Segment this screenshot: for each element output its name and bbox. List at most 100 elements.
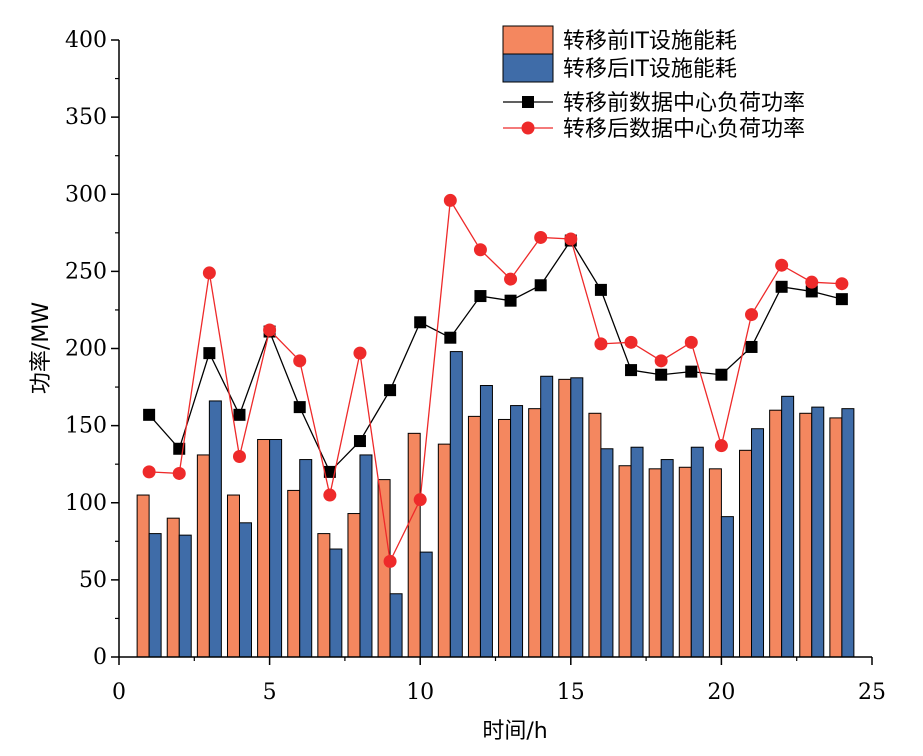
legend-label: 转移前IT设施能耗 — [563, 29, 737, 54]
y-tick-label: 100 — [65, 491, 107, 516]
data-point — [172, 466, 186, 480]
data-point — [655, 368, 668, 381]
bar — [389, 593, 403, 658]
data-point — [202, 266, 216, 280]
data-point — [715, 368, 728, 381]
x-tick-label: 15 — [557, 680, 585, 705]
x-tick-label: 25 — [858, 680, 886, 705]
data-point — [383, 554, 397, 568]
bar — [558, 378, 572, 658]
data-point — [504, 272, 518, 286]
y-tick-label: 0 — [93, 645, 107, 670]
legend-label: 转移后IT设施能耗 — [563, 57, 737, 82]
data-point — [323, 488, 337, 502]
y-tick-label: 250 — [65, 259, 107, 284]
data-point — [384, 384, 397, 397]
bar — [708, 468, 722, 658]
bar — [407, 432, 421, 658]
bar — [437, 443, 451, 658]
y-axis-title: 功率/MW — [29, 302, 54, 394]
bar — [829, 417, 843, 658]
data-point — [444, 331, 457, 344]
x-tick-label: 0 — [112, 680, 126, 705]
data-point — [745, 340, 758, 353]
bar — [479, 385, 493, 658]
bar — [467, 415, 481, 658]
data-point — [684, 335, 698, 349]
x-tick-label: 10 — [406, 680, 434, 705]
bar — [208, 400, 222, 658]
y-tick-label: 400 — [65, 28, 107, 53]
data-point — [413, 493, 427, 507]
data-point — [714, 439, 728, 453]
axes-group: 0 50 100 150 200 250 300 350 400 0 5 10 15 20 25 — [65, 28, 886, 705]
data-point — [625, 364, 638, 377]
bars-group — [136, 351, 855, 658]
bar — [510, 405, 524, 658]
data-point — [232, 449, 246, 463]
legend-label: 转移前数据中心负荷功率 — [563, 91, 805, 116]
bar — [359, 454, 373, 658]
bar — [660, 459, 674, 658]
legend-swatch — [502, 53, 554, 83]
x-axis-title: 时间/h — [482, 719, 547, 744]
data-point — [504, 294, 517, 307]
bar — [811, 406, 825, 658]
bar — [178, 534, 192, 658]
bar — [690, 446, 704, 658]
data-point — [474, 290, 487, 303]
bar — [148, 533, 162, 658]
y-tick-label: 50 — [79, 568, 107, 593]
bar — [528, 408, 542, 658]
bar — [449, 351, 463, 658]
y-tick-label: 300 — [65, 182, 107, 207]
bar — [781, 395, 795, 658]
bar — [799, 412, 813, 658]
y-tick-label: 150 — [65, 414, 107, 439]
data-point — [353, 346, 367, 360]
data-point — [835, 277, 849, 291]
bar — [287, 489, 301, 658]
bar — [196, 454, 210, 658]
bar — [257, 439, 271, 658]
data-point — [835, 293, 848, 306]
legend-label: 转移后数据中心负荷功率 — [563, 117, 805, 142]
legend-swatch — [502, 25, 554, 55]
data-point — [594, 283, 607, 296]
bar — [841, 408, 855, 658]
bar — [299, 459, 313, 658]
x-tick-label: 20 — [707, 680, 735, 705]
data-point — [685, 365, 698, 378]
bar — [498, 418, 512, 658]
y-tick-label: 350 — [65, 105, 107, 130]
series-line — [148, 239, 843, 474]
bar — [317, 533, 331, 658]
bar — [648, 468, 662, 658]
bar — [751, 428, 765, 658]
data-point — [414, 316, 427, 329]
data-point — [534, 279, 547, 292]
bar — [720, 516, 734, 658]
bar — [269, 439, 283, 658]
data-point — [534, 230, 548, 244]
data-point — [293, 401, 306, 414]
bar — [347, 513, 361, 658]
y-tick-label: 200 — [65, 337, 107, 362]
data-point — [443, 193, 457, 207]
bar — [329, 548, 343, 658]
data-point — [805, 275, 819, 289]
data-point — [624, 335, 638, 349]
bar — [238, 522, 252, 658]
data-point — [293, 354, 307, 368]
bar — [136, 494, 150, 658]
data-point — [654, 354, 668, 368]
bar — [570, 377, 584, 658]
bar — [678, 466, 692, 658]
lines-group — [142, 193, 849, 568]
data-point — [263, 323, 277, 337]
x-tick-label: 5 — [263, 680, 277, 705]
bar — [540, 375, 554, 658]
data-point — [323, 465, 336, 478]
